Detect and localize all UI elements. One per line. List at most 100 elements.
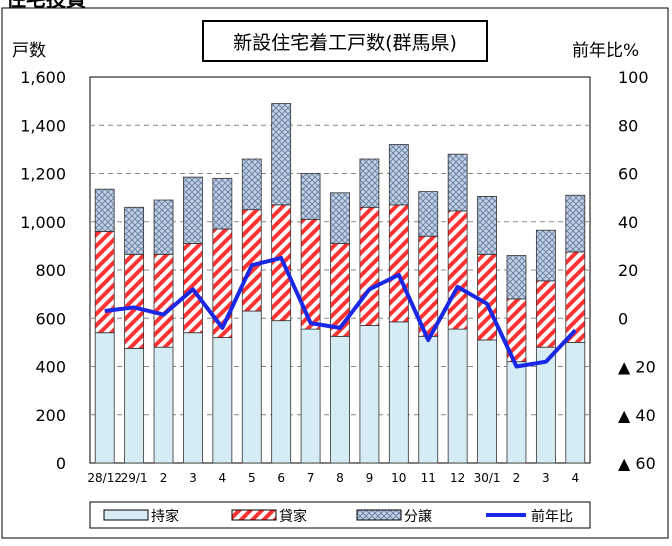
y-right-tick-label: ▲ 40 (618, 406, 656, 425)
bar-sale (124, 206, 145, 255)
bar-sale (330, 192, 350, 244)
bar-owner (271, 320, 292, 464)
chart-frame (1, 7, 669, 539)
bar-rental (271, 204, 292, 322)
y-left-tick-label: 1,400 (20, 116, 66, 135)
y-left-tick-label: 1,000 (20, 213, 66, 232)
y-left-tick-label: 400 (35, 358, 66, 377)
legend-label-rental: 貸家 (279, 508, 307, 525)
bar-sale (153, 199, 174, 255)
x-tick-label: 2 (513, 471, 521, 485)
y-right-tick-label: 60 (618, 165, 638, 184)
y-axis-right-ticks: ▲ 60 ▲ 40 ▲ 20 0 20 40 60 80 100 (618, 68, 656, 473)
y-axis-left-title: 戸数 (12, 41, 46, 61)
y-left-tick-label: 200 (35, 406, 66, 425)
bar-sale (212, 177, 233, 230)
y-right-tick-label: ▲ 20 (618, 358, 656, 377)
bar-sale (183, 176, 203, 244)
bar-sale (535, 229, 556, 282)
bar-sale (241, 158, 262, 211)
bar-series (94, 103, 586, 464)
bar-sale (447, 153, 468, 212)
bar-owner (241, 310, 262, 464)
bar-sale (94, 188, 115, 232)
y-right-tick-label: 80 (618, 116, 638, 135)
x-tick-label: 5 (248, 471, 256, 485)
y-left-tick-label: 800 (35, 261, 66, 280)
bar-rental (388, 204, 409, 323)
legend-swatch-sale (356, 509, 402, 521)
x-tick-label: 2 (160, 471, 168, 485)
bar-owner (153, 346, 174, 464)
x-tick-label: 3 (542, 471, 550, 485)
bar-sale (271, 103, 292, 206)
bar-owner (447, 328, 468, 464)
legend-swatch-owner (103, 509, 149, 521)
x-tick-label: 28/12 (87, 471, 122, 485)
bar-rental (447, 210, 468, 330)
x-tick-label: 11 (421, 471, 436, 485)
y-axis-left-ticks: 0 200 400 600 800 1,000 1,200 1,400 1,600 (20, 68, 66, 473)
yoy-line (104, 255, 577, 369)
x-tick-label: 10 (391, 471, 406, 485)
bar-sale (477, 196, 497, 255)
x-tick-label: 6 (277, 471, 285, 485)
bar-owner (300, 328, 321, 464)
bar-rental (241, 209, 262, 312)
y-left-tick-label: 1,200 (20, 165, 66, 184)
legend-label-yoy: 前年比 (531, 508, 573, 525)
bar-sale (300, 173, 321, 220)
bar-owner (124, 348, 145, 464)
bar-sale (418, 191, 439, 237)
x-tick-label: 3 (189, 471, 197, 485)
bar-owner (212, 337, 233, 464)
x-tick-label: 7 (307, 471, 315, 485)
bar-rental (124, 253, 145, 349)
legend-swatch-rental (231, 509, 277, 521)
bar-sale (359, 158, 380, 208)
legend: 持家 貸家 分譲 前年比 (89, 501, 591, 529)
y-left-tick-label: 0 (56, 454, 66, 473)
y-right-tick-label: 100 (618, 68, 649, 87)
bar-owner (330, 335, 350, 464)
bar-owner (565, 341, 586, 464)
bar-rental (565, 251, 586, 343)
bar-rental (153, 253, 174, 348)
header-fragment: 住宅投資 (6, 0, 86, 11)
bar-sale (506, 255, 527, 300)
y-right-tick-label: 20 (618, 261, 638, 280)
legend-label-owner: 持家 (151, 508, 179, 525)
bar-owner (388, 321, 409, 464)
legend-label-sale: 分譲 (404, 509, 432, 525)
y-left-tick-label: 1,600 (20, 68, 66, 87)
bar-sale (565, 194, 586, 253)
y-right-tick-label: 0 (618, 309, 628, 328)
x-tick-label: 4 (219, 471, 227, 485)
x-tick-label: 12 (450, 471, 465, 485)
line-series (104, 255, 577, 369)
bar-owner (506, 361, 527, 464)
bar-rental (535, 280, 556, 348)
x-tick-label: 29/1 (121, 471, 148, 485)
x-tick-label: 30/1 (474, 471, 501, 485)
x-tick-label: 8 (336, 471, 344, 485)
x-tick-label: 4 (571, 471, 579, 485)
y-right-tick-label: 40 (618, 213, 638, 232)
bar-rental (94, 230, 115, 334)
bar-owner (183, 332, 203, 464)
bar-rental (477, 253, 497, 341)
y-axis-right-title: 前年比% (572, 41, 639, 61)
y-left-tick-label: 600 (35, 309, 66, 328)
bar-owner (477, 339, 497, 464)
bar-owner (418, 335, 439, 464)
chart-title-box (202, 20, 488, 62)
bar-rental (359, 206, 380, 326)
x-tick-label: 9 (366, 471, 374, 485)
y-right-tick-label: ▲ 60 (618, 454, 656, 473)
chart-title: 新設住宅着工戸数(群馬県) (233, 32, 457, 54)
bar-owner (359, 325, 380, 464)
bar-sale (388, 144, 409, 206)
